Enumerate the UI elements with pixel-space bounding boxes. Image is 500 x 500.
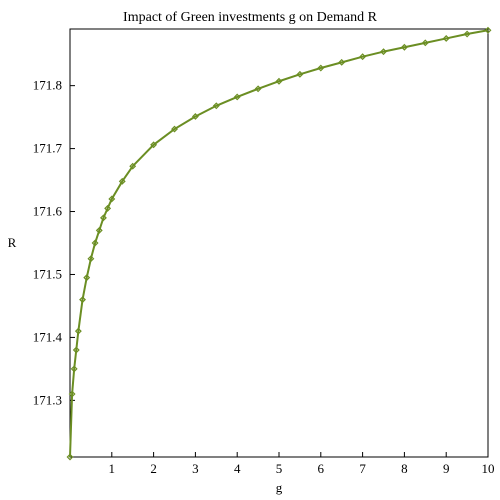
data-point-marker (104, 204, 112, 212)
data-point-marker (400, 43, 408, 51)
data-point-marker (442, 34, 450, 42)
data-point-marker (68, 390, 76, 398)
x-tick-label: 4 (234, 461, 241, 476)
data-point-marker (66, 453, 74, 461)
x-axis-ticks: 1 2 3 4 5 6 7 8 9 10 (109, 452, 495, 476)
data-point-marker (74, 327, 82, 335)
data-point-marker (338, 58, 346, 66)
y-tick-label: 171.6 (33, 204, 63, 219)
data-point-marker (99, 214, 107, 222)
data-point-marker (79, 296, 86, 304)
data-point-marker (275, 77, 283, 85)
data-point-marker (212, 102, 220, 110)
data-point-marker (233, 93, 241, 101)
data-point-marker (380, 48, 387, 56)
x-tick-label: 10 (482, 461, 495, 476)
data-point-marker (129, 162, 137, 170)
x-tick-label: 5 (276, 461, 283, 476)
chart-title: Impact of Green investments g on Demand … (123, 10, 378, 25)
data-point-marker (171, 125, 178, 133)
data-point-marker (87, 255, 95, 263)
data-point-marker (463, 30, 471, 38)
data-point-marker (91, 239, 99, 247)
y-tick-label: 171.4 (33, 329, 63, 344)
series-layer (66, 26, 492, 461)
y-axis-ticks: 171.3 171.4 171.5 171.6 171.7 171.8 (33, 78, 75, 407)
data-point-marker (83, 274, 91, 282)
data-point-marker (191, 113, 199, 120)
y-tick-label: 171.3 (33, 392, 62, 407)
x-tick-label: 1 (109, 461, 116, 476)
data-point-marker (118, 177, 126, 185)
plot-frame (69, 28, 489, 458)
data-point-marker (317, 64, 325, 72)
y-tick-label: 171.8 (33, 78, 62, 93)
data-point-marker (296, 70, 304, 78)
data-point-marker (70, 365, 78, 373)
data-point-marker (150, 141, 158, 149)
y-axis-label: R (8, 235, 17, 250)
data-point-marker (95, 226, 103, 234)
x-axis-label: g (276, 480, 283, 495)
x-tick-label: 3 (192, 461, 199, 476)
data-point-marker (421, 39, 429, 47)
y-tick-label: 171.7 (33, 141, 63, 156)
data-point-marker (72, 346, 80, 354)
x-tick-label: 6 (318, 461, 325, 476)
data-point-marker (484, 26, 492, 34)
data-point-marker (108, 195, 116, 203)
x-tick-label: 8 (401, 461, 408, 476)
data-point-marker (359, 53, 367, 61)
y-tick-label: 171.5 (33, 266, 62, 281)
data-point-marker (254, 85, 262, 93)
series-line (69, 29, 489, 458)
x-tick-label: 2 (150, 461, 157, 476)
x-tick-label: 9 (443, 461, 450, 476)
x-tick-label: 7 (359, 461, 366, 476)
